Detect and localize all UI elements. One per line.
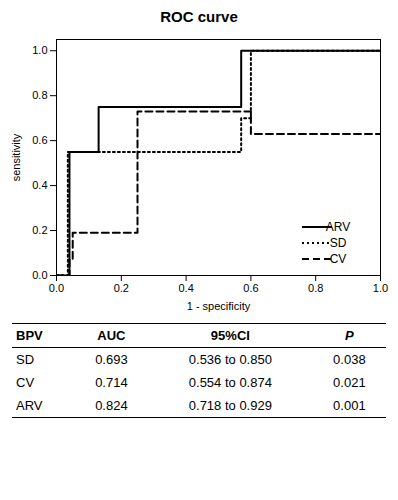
html-text:0.718 to 0.929: 0.718 to 0.929 [188, 398, 272, 413]
svg-text:1.0: 1.0 [32, 44, 47, 56]
html-text:0.536 to 0.850: 0.536 to 0.850 [188, 352, 272, 367]
html-text:0.693: 0.693 [95, 352, 128, 367]
html-text:0.824: 0.824 [95, 398, 128, 413]
svg-text:1 - specificity: 1 - specificity [187, 300, 251, 312]
svg-text:0.0: 0.0 [49, 282, 64, 294]
html-text:CV: CV [16, 375, 35, 390]
html-text:0.021: 0.021 [333, 375, 366, 390]
html-text:ARV: ARV [16, 398, 43, 413]
svg-text:SD: SD [330, 236, 347, 250]
svg-text:ARV: ARV [326, 220, 350, 234]
html-text:SD: SD [16, 352, 35, 367]
svg-text:0.4: 0.4 [178, 282, 193, 294]
svg-text:0.4: 0.4 [32, 179, 47, 191]
svg-text:sensitivity: sensitivity [10, 133, 22, 181]
svg-text:0.0: 0.0 [32, 269, 47, 281]
svg-text:0.2: 0.2 [32, 224, 47, 236]
html-text:0.038: 0.038 [333, 352, 366, 367]
svg-text:0.2: 0.2 [114, 282, 129, 294]
svg-text:0.6: 0.6 [32, 134, 47, 146]
html-text:0.001: 0.001 [333, 398, 366, 413]
svg-text:CV: CV [330, 252, 347, 266]
svg-text:0.8: 0.8 [32, 89, 47, 101]
html-text:0.554 to 0.874: 0.554 to 0.874 [188, 375, 272, 390]
html-text:BPV: BPV [16, 328, 43, 343]
html-text:ROC curve: ROC curve [160, 8, 238, 25]
html-text:95%CI: 95%CI [210, 328, 250, 343]
html-text:0.714: 0.714 [95, 375, 128, 390]
html-text:AUC: AUC [97, 328, 126, 343]
svg-text:0.6: 0.6 [243, 282, 258, 294]
html-text:P: P [345, 328, 354, 343]
svg-text:0.8: 0.8 [308, 282, 323, 294]
svg-text:1.0: 1.0 [373, 282, 388, 294]
